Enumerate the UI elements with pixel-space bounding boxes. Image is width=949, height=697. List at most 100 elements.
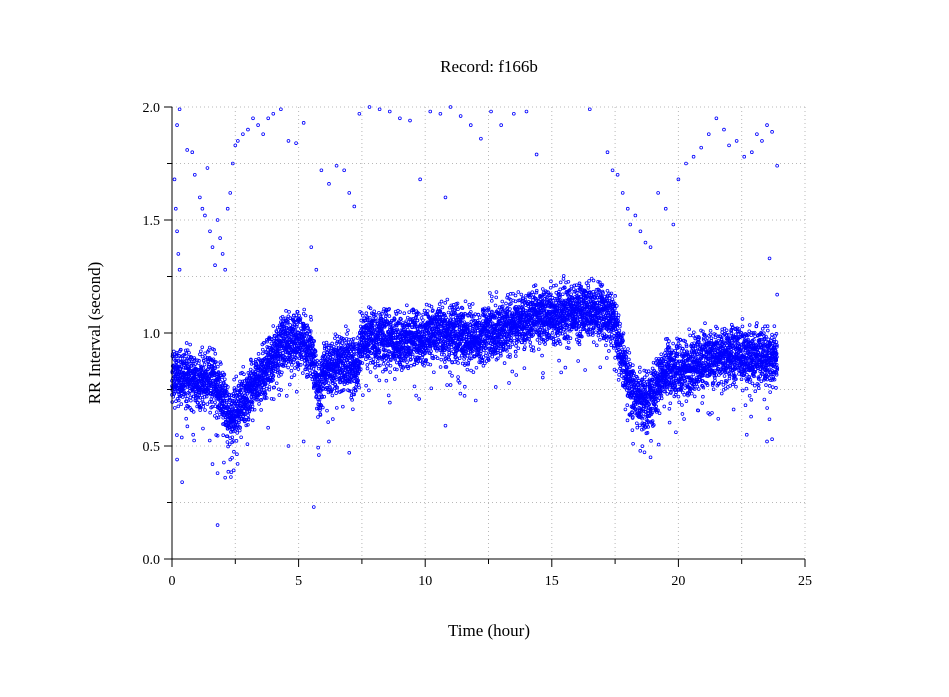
data-point — [260, 351, 265, 356]
data-point — [229, 475, 233, 479]
data-point — [212, 347, 216, 352]
data-point — [296, 367, 301, 371]
data-point — [225, 440, 230, 444]
data-point — [489, 294, 494, 299]
data-point — [191, 389, 195, 394]
data-point — [445, 297, 450, 302]
data-point — [235, 452, 239, 457]
data-point — [217, 371, 221, 375]
data-point — [223, 377, 227, 382]
data-point — [191, 387, 195, 392]
data-point — [176, 364, 181, 369]
data-point — [184, 341, 189, 345]
data-point — [432, 370, 436, 375]
data-point — [445, 383, 449, 387]
data-point — [500, 299, 505, 304]
data-point — [302, 362, 307, 366]
data-point — [516, 346, 521, 351]
data-point — [271, 324, 276, 328]
data-point — [235, 391, 240, 395]
data-point — [259, 387, 264, 392]
data-point — [210, 400, 214, 404]
data-point — [247, 409, 252, 413]
data-point — [172, 391, 177, 396]
data-point — [286, 365, 290, 370]
data-point — [274, 381, 279, 386]
data-point — [438, 365, 443, 369]
data-point — [534, 288, 539, 293]
data-point — [226, 469, 231, 474]
data-point — [175, 354, 179, 358]
data-point — [199, 393, 204, 398]
data-point — [178, 367, 183, 371]
data-point — [179, 347, 183, 352]
data-point — [540, 287, 545, 291]
data-point — [203, 408, 207, 412]
data-point — [240, 379, 245, 384]
data-point — [514, 373, 519, 377]
data-point — [364, 311, 369, 316]
data-point — [201, 366, 206, 370]
data-point — [205, 367, 210, 372]
data-point — [260, 347, 265, 352]
data-point — [225, 393, 229, 398]
data-point — [528, 340, 532, 345]
data-point — [457, 356, 462, 361]
data-point — [183, 392, 188, 396]
data-point — [488, 291, 492, 295]
data-point — [417, 397, 421, 401]
data-point — [250, 418, 255, 423]
data-point — [531, 345, 536, 350]
data-point — [446, 310, 451, 315]
data-point — [259, 397, 264, 402]
data-point — [303, 313, 308, 318]
data-point — [351, 407, 355, 412]
data-point — [292, 373, 297, 377]
data-point — [516, 290, 521, 294]
data-point — [507, 381, 511, 385]
data-point — [489, 299, 494, 303]
data-point — [443, 301, 448, 305]
data-point — [198, 395, 202, 400]
data-point — [422, 308, 427, 313]
data-point — [252, 407, 257, 412]
data-point — [213, 366, 217, 371]
data-point — [326, 420, 330, 424]
data-point — [364, 383, 368, 388]
data-point — [493, 303, 498, 308]
data-point — [232, 377, 236, 382]
data-point — [232, 449, 236, 454]
data-point — [309, 317, 313, 322]
data-point — [535, 338, 540, 342]
data-point — [334, 391, 338, 396]
data-point — [429, 386, 434, 391]
data-point — [219, 373, 224, 378]
data-point — [381, 362, 386, 366]
data-point — [211, 357, 216, 362]
data-point — [513, 293, 518, 298]
data-point — [439, 357, 444, 362]
data-point — [462, 384, 467, 389]
data-point — [373, 365, 377, 370]
data-point — [216, 415, 221, 420]
data-point — [234, 387, 238, 392]
data-point — [246, 422, 250, 427]
data-point — [365, 366, 370, 371]
data-point — [207, 345, 212, 350]
data-point — [214, 410, 219, 414]
data-point — [192, 438, 196, 443]
data-point — [308, 314, 313, 319]
data-point — [357, 334, 361, 338]
data-point — [248, 367, 253, 372]
data-point — [456, 375, 460, 379]
data-point — [520, 302, 525, 307]
data-point — [210, 404, 215, 409]
data-point — [234, 427, 239, 431]
data-point — [245, 442, 250, 446]
data-point — [191, 410, 196, 414]
data-point — [188, 342, 192, 347]
data-point — [183, 394, 188, 398]
data-point — [242, 372, 246, 377]
data-point — [371, 357, 376, 361]
data-point — [222, 460, 226, 465]
